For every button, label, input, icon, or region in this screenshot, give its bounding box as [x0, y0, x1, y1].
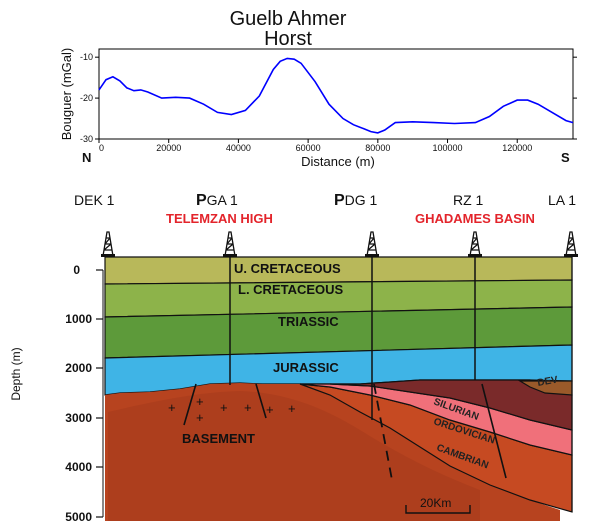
fault-line: [481, 383, 507, 479]
unit-label-basement: BASEMENT: [182, 431, 255, 446]
region-label-ghadames-basin: GHADAMES BASIN: [415, 211, 535, 226]
x-tick-label: 120000: [502, 143, 532, 153]
y-tick-label: -20: [80, 93, 93, 103]
unit-label-jurassic: JURASSIC: [273, 360, 339, 375]
profile-title-line1: Guelb Ahmer: [230, 8, 347, 30]
well-label-la1: LA 1: [548, 192, 576, 208]
x-tick-label: 0: [99, 143, 104, 153]
x-ticks: 0 20000 40000 60000 80000 100000 120000: [98, 139, 532, 153]
basement-inner-surface: [108, 391, 480, 521]
derrick-icon: [365, 231, 379, 257]
unit-label-dev: DEV: [537, 374, 559, 388]
bouguer-series-line: [98, 57, 574, 134]
well-label-dek1: DEK 1: [74, 192, 115, 208]
derrick-icon: [223, 231, 237, 257]
unit-label-triassic: TRIASSIC: [278, 314, 339, 329]
x-tick-label: 80000: [365, 143, 390, 153]
scale-bar: 20Km: [405, 496, 471, 514]
svg-text:+: +: [168, 400, 176, 415]
profile-title-line2: Horst: [264, 28, 312, 50]
svg-text:+: +: [288, 401, 296, 416]
x-tick-label: 40000: [226, 143, 251, 153]
profile-end-south: S: [561, 150, 570, 165]
plot-frame: [98, 48, 574, 140]
scale-bar-label: 20Km: [420, 496, 451, 510]
svg-text:+: +: [220, 400, 228, 415]
x-tick-label: 100000: [433, 143, 463, 153]
depth-tick-label: 0: [73, 263, 80, 277]
x-tick-label: 60000: [296, 143, 321, 153]
cross-section: DEK 1 PGA 1 PDG 1 RZ 1 LA 1 TELEMZAN HIG…: [9, 192, 578, 521]
depth-axis: 0 1000 2000 3000 4000 5000 Depth (m): [9, 263, 104, 521]
derrick-icon: [101, 231, 115, 257]
derrick-icon: [564, 231, 578, 257]
depth-tick-label: 1000: [65, 312, 92, 326]
well-label-rz1: RZ 1: [453, 192, 484, 208]
unit-label-l-cretaceous: L. CRETACEOUS: [238, 282, 344, 297]
y-ticks: -10 -20 -30: [80, 52, 577, 144]
depth-tick-label: 3000: [65, 411, 92, 425]
depth-tick-label: 4000: [65, 460, 92, 474]
derrick-icon: [468, 231, 482, 257]
depth-tick-label: 5000: [65, 510, 92, 521]
fault-line: [255, 383, 267, 419]
well-label-pga1: PGA 1: [196, 192, 238, 209]
basement-crosses: + + + + + + +: [168, 394, 296, 425]
depth-axis-label: Depth (m): [9, 347, 23, 400]
x-axis-label: Distance (m): [301, 154, 375, 169]
profile-end-north: N: [82, 150, 91, 165]
svg-text:+: +: [244, 400, 252, 415]
region-label-telemzan-high: TELEMZAN HIGH: [166, 211, 273, 226]
fault-line: [183, 383, 197, 426]
well-label-pdg1: PDG 1: [334, 192, 378, 209]
y-tick-label: -10: [80, 52, 93, 62]
svg-text:+: +: [196, 410, 204, 425]
layer-dev: [517, 380, 573, 396]
x-tick-label: 20000: [156, 143, 181, 153]
gravity-profile: Guelb Ahmer Horst -10 -20 -30 0 20000 40000 6…: [59, 8, 577, 169]
svg-text:+: +: [266, 402, 274, 417]
svg-text:+: +: [196, 394, 204, 409]
unit-label-u-cretaceous: U. CRETACEOUS: [234, 261, 341, 276]
y-axis-label: Bouguer (mGal): [59, 48, 74, 140]
y-tick-label: -30: [80, 134, 93, 144]
depth-tick-label: 2000: [65, 361, 92, 375]
